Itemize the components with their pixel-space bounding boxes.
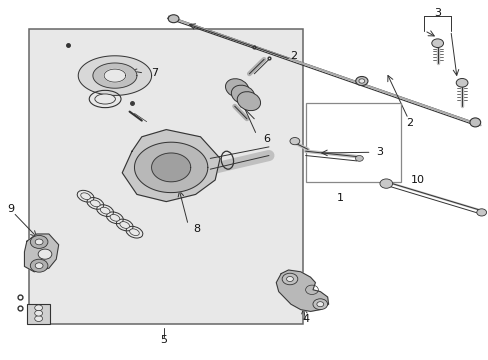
Ellipse shape [231,85,254,104]
Text: 3: 3 [376,147,383,157]
Circle shape [312,299,327,310]
Ellipse shape [129,229,139,235]
Polygon shape [24,234,59,272]
Ellipse shape [469,118,480,127]
Polygon shape [104,69,125,82]
Bar [29,29,303,324]
Text: 1: 1 [336,193,343,203]
Circle shape [379,179,392,188]
Polygon shape [93,63,137,88]
Polygon shape [151,153,190,182]
Circle shape [35,316,42,321]
Circle shape [30,235,48,248]
Circle shape [30,259,48,272]
Circle shape [455,78,467,87]
Text: 6: 6 [263,134,270,144]
Text: 10: 10 [410,175,424,185]
Circle shape [431,39,443,48]
Ellipse shape [95,94,115,104]
Ellipse shape [237,92,260,111]
Polygon shape [276,270,328,311]
Ellipse shape [100,207,110,214]
Polygon shape [78,56,151,95]
Text: 2: 2 [406,118,412,128]
Ellipse shape [120,222,129,228]
Ellipse shape [110,215,120,221]
Ellipse shape [355,77,367,86]
Circle shape [286,276,293,282]
Text: 5: 5 [160,335,167,345]
Polygon shape [122,130,220,202]
Circle shape [35,310,42,316]
Circle shape [355,156,363,161]
Ellipse shape [168,15,179,23]
Ellipse shape [225,79,248,98]
Circle shape [316,302,323,307]
Ellipse shape [90,200,100,207]
Circle shape [35,305,42,311]
Circle shape [38,249,52,259]
Circle shape [35,263,43,269]
Text: 4: 4 [302,314,308,324]
Text: 3: 3 [433,8,440,18]
Text: 9: 9 [7,204,14,214]
Ellipse shape [81,193,90,199]
Text: 7: 7 [151,68,159,78]
Circle shape [289,138,299,145]
Text: 2: 2 [289,51,296,61]
Circle shape [35,239,43,245]
Circle shape [282,273,297,285]
Circle shape [476,209,486,216]
Polygon shape [134,142,207,193]
Text: 8: 8 [193,224,200,234]
Bar [27,304,50,324]
Circle shape [358,79,364,83]
Bar [305,103,400,182]
